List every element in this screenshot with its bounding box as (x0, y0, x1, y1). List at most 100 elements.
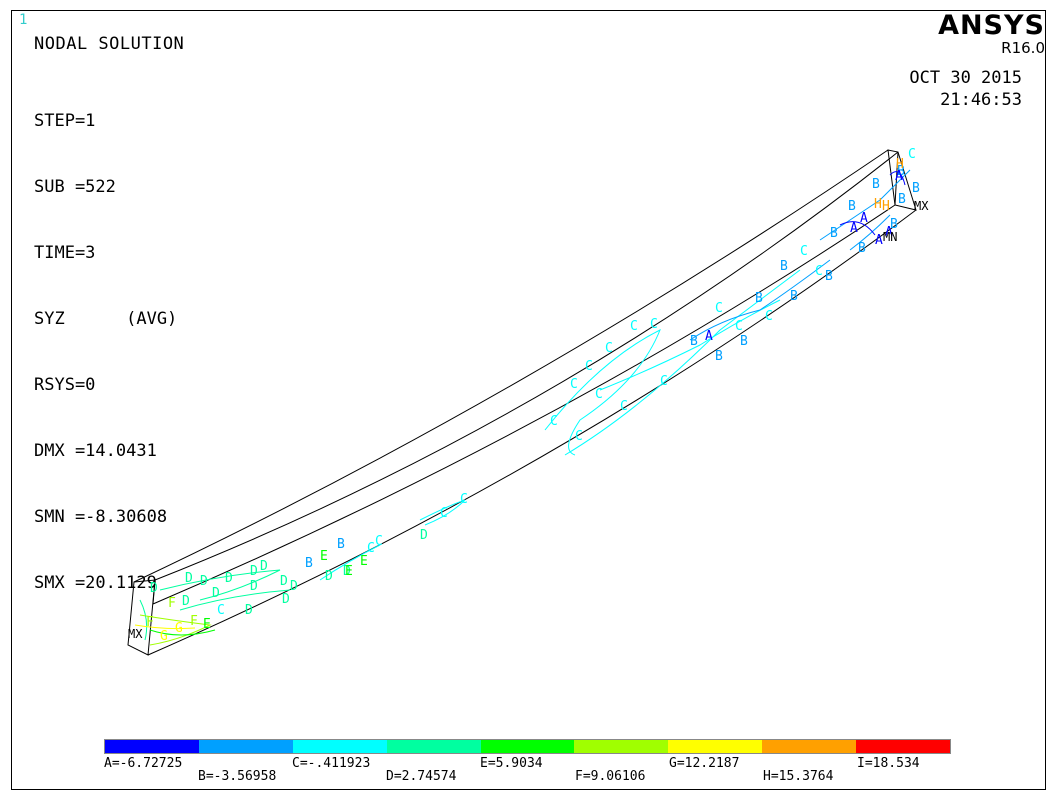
svg-text:A: A (705, 329, 713, 344)
svg-text:C: C (605, 341, 613, 356)
svg-text:D: D (150, 581, 158, 596)
svg-text:C: C (585, 359, 593, 374)
svg-text:D: D (325, 569, 333, 584)
svg-text:H: H (874, 197, 882, 212)
beam-middle-edge (152, 204, 896, 605)
legend-label-e: E=5.9034 (480, 756, 543, 771)
contour-lines (134, 169, 911, 646)
svg-text:B: B (337, 537, 345, 552)
svg-text:B: B (790, 289, 798, 304)
svg-text:B: B (858, 241, 866, 256)
logo-name: ANSYS (938, 10, 1045, 41)
param-time: TIME=3 (34, 243, 96, 263)
svg-text:H: H (896, 157, 904, 172)
svg-text:D: D (420, 528, 428, 543)
svg-text:A: A (860, 211, 868, 226)
param-sub: SUB =522 (34, 177, 116, 197)
svg-text:C: C (440, 506, 448, 521)
param-rsys: RSYS=0 (34, 375, 96, 395)
max-marker: MX (128, 627, 143, 641)
svg-text:C: C (620, 399, 628, 414)
window-number: 1 (19, 12, 28, 28)
svg-text:D: D (225, 571, 233, 586)
svg-text:B: B (740, 334, 748, 349)
svg-text:C: C (630, 319, 638, 334)
legend-label-c: C=-.411923 (292, 756, 371, 771)
svg-text:C: C (595, 387, 603, 402)
svg-text:D: D (200, 574, 208, 589)
contour-legend-bar (104, 739, 951, 754)
legend-label-b: B=-3.56958 (198, 769, 277, 784)
svg-text:A: A (875, 233, 883, 248)
legend-swatch-h (762, 740, 857, 753)
param-step: STEP=1 (34, 111, 96, 131)
svg-text:B: B (872, 177, 880, 192)
svg-text:C: C (570, 377, 578, 392)
svg-text:B: B (715, 349, 723, 364)
svg-text:A: A (895, 169, 903, 184)
beam-top-back-edge (133, 149, 889, 583)
svg-text:C: C (660, 374, 668, 389)
plot-title: NODAL SOLUTION (34, 34, 185, 54)
svg-text:G: G (160, 629, 168, 644)
svg-text:C: C (460, 492, 468, 507)
legend-swatch-a (105, 740, 199, 753)
svg-text:D: D (260, 559, 268, 574)
svg-text:B: B (897, 164, 905, 179)
logo-version: R16.0 (1001, 39, 1045, 57)
svg-text:B: B (690, 334, 698, 349)
svg-text:B: B (755, 291, 763, 306)
svg-text:D: D (290, 579, 298, 594)
date-text: OCT 30 2015 (909, 68, 1022, 88)
svg-text:C: C (765, 309, 773, 324)
svg-text:D: D (250, 564, 258, 579)
svg-text:D: D (182, 594, 190, 609)
min-marker-2: MX (914, 199, 929, 213)
param-smx: SMX =20.1129 (34, 573, 157, 593)
svg-text:B: B (830, 226, 838, 241)
beam-top-front-edge (154, 151, 899, 581)
extrema-markers: MX MN MX (128, 199, 929, 641)
svg-text:C: C (217, 603, 225, 618)
param-dmx: DMX =14.0431 (34, 441, 157, 461)
svg-text:C: C (575, 429, 583, 444)
legend-label-d: D=2.74574 (386, 769, 457, 784)
legend-label-f: F=9.06106 (575, 769, 646, 784)
svg-text:E: E (320, 549, 328, 564)
svg-text:B: B (305, 556, 313, 571)
svg-text:E: E (345, 564, 353, 579)
beam-bottom-edge (147, 209, 917, 656)
svg-text:E: E (360, 554, 368, 569)
svg-text:A: A (885, 225, 893, 240)
svg-text:D: D (282, 592, 290, 607)
svg-text:C: C (815, 264, 823, 279)
svg-text:F: F (168, 596, 176, 611)
legend-label-a: A=-6.72725 (104, 756, 183, 771)
svg-text:H: H (882, 199, 890, 214)
svg-text:B: B (825, 269, 833, 284)
beam-wireframe (127, 149, 917, 656)
band-labels: C C C C C C C C C C C C C C C C C C C C … (146, 147, 920, 644)
svg-text:C: C (908, 147, 916, 162)
time-text: 21:46:53 (940, 90, 1022, 110)
legend-swatch-g (668, 740, 763, 753)
svg-text:C: C (550, 414, 558, 429)
viewport-frame (11, 10, 1046, 790)
svg-text:B: B (898, 192, 906, 207)
svg-text:C: C (735, 319, 743, 334)
timestamp: OCT 30 2015 21:46:53 (909, 67, 1022, 111)
legend-swatch-d (386, 740, 481, 753)
legend-swatch-b (198, 740, 293, 753)
legend-swatch-f (574, 740, 669, 753)
svg-text:C: C (650, 317, 658, 332)
param-component: SYZ (AVG) (34, 309, 178, 329)
svg-text:B: B (912, 181, 920, 196)
svg-text:C: C (800, 244, 808, 259)
svg-text:D: D (250, 579, 258, 594)
solution-parameters: STEP=1 SUB =522 TIME=3 SYZ (AVG) RSYS=0 … (34, 66, 177, 638)
svg-text:D: D (185, 571, 193, 586)
legend-label-h: H=15.3764 (763, 769, 834, 784)
min-marker: MN (883, 230, 897, 244)
